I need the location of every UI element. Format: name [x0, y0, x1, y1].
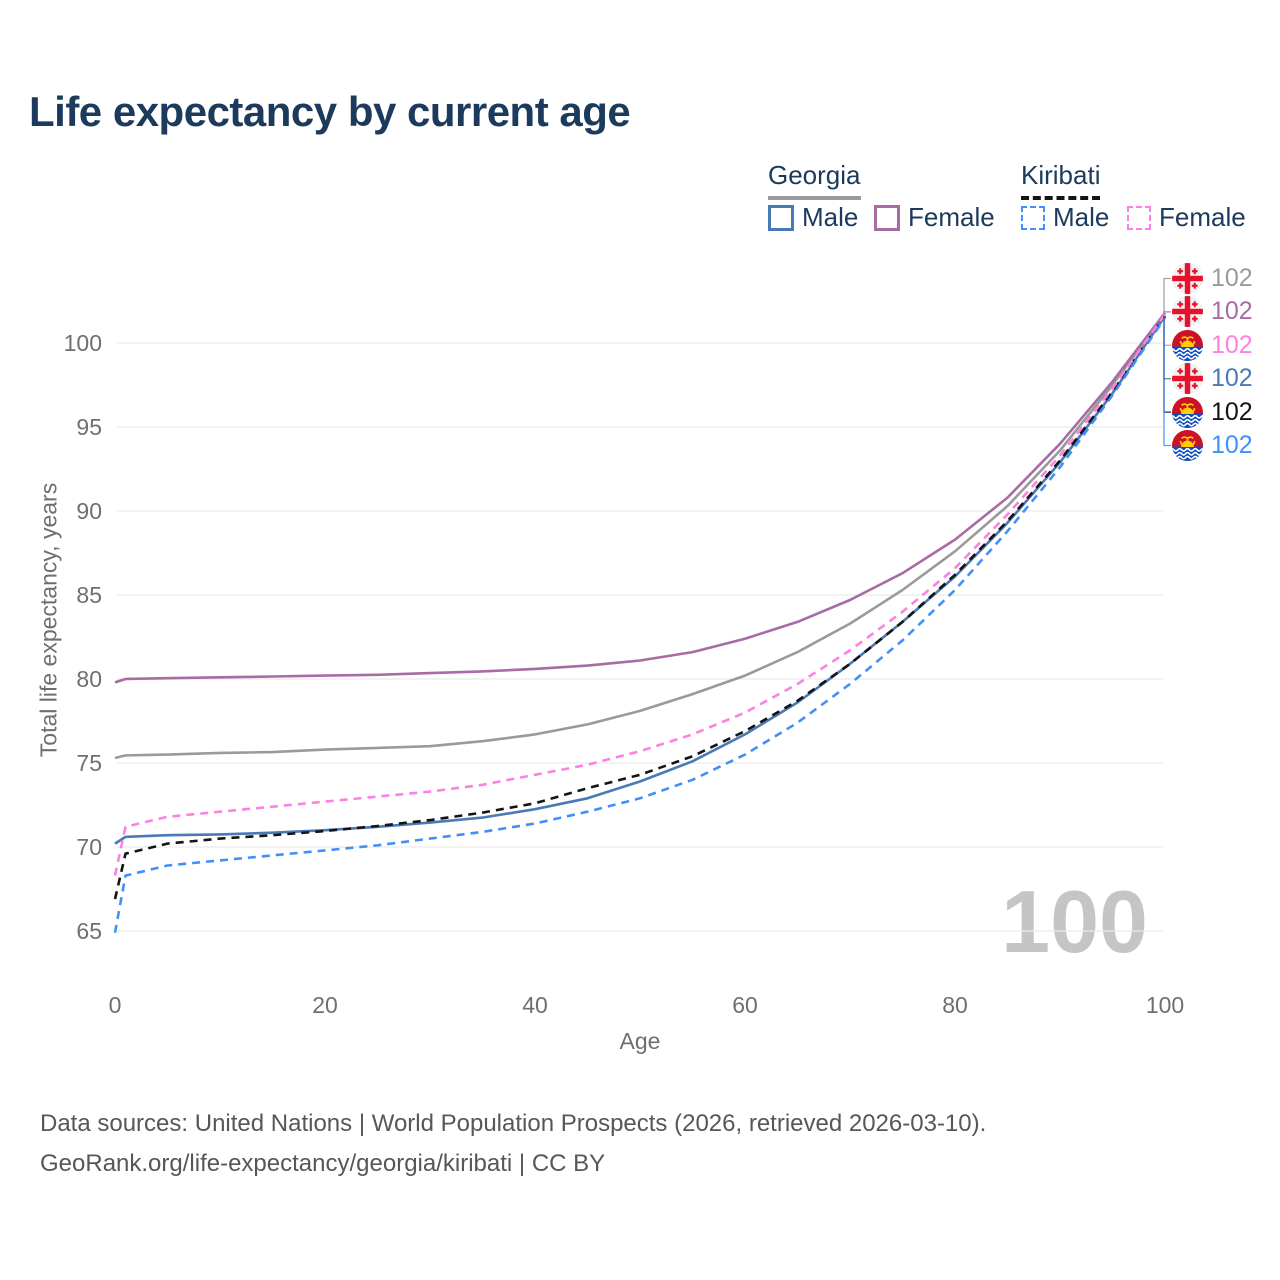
- end-value-label: 102: [1211, 297, 1253, 326]
- x-axis-title: Age: [619, 1028, 661, 1054]
- legend-label-kiribati-male: Male: [1053, 202, 1110, 232]
- end-label-row-kiribati-female: 102: [1172, 329, 1253, 361]
- leader-line: [1163, 277, 1171, 315]
- end-value-label: 102: [1211, 330, 1253, 359]
- legend-label-kiribati-female: Female: [1159, 202, 1246, 232]
- legend-group-georgia: Georgia: [768, 160, 861, 200]
- x-tick-label: 100: [1146, 992, 1184, 1018]
- y-tick-label: 80: [76, 666, 102, 692]
- kiribati-flag-icon: [1172, 329, 1203, 361]
- y-tick-label: 85: [76, 582, 102, 608]
- leader-line: [1163, 316, 1171, 413]
- legend-label-georgia-female: Female: [908, 202, 995, 232]
- series-line-kiribati-both[interactable]: [113, 315, 1167, 900]
- age-watermark: 100: [1001, 872, 1148, 971]
- legend-item-georgia-male[interactable]: Male: [768, 202, 858, 233]
- end-label-row-georgia-male: 102: [1172, 363, 1253, 395]
- end-value-label: 102: [1211, 431, 1253, 459]
- leader-line: [1163, 311, 1171, 313]
- data-sources-line: Data sources: United Nations | World Pop…: [40, 1110, 987, 1137]
- end-label-row-georgia-female: 102: [1172, 296, 1253, 328]
- georgia-flag-icon: [1172, 296, 1203, 328]
- x-tick-label: 60: [732, 992, 758, 1018]
- legend-label-georgia-male: Male: [802, 202, 859, 232]
- series-line-georgia-male[interactable]: [114, 315, 1167, 845]
- georgia-flag-icon: [1172, 263, 1203, 294]
- y-tick-label: 100: [64, 330, 102, 356]
- end-value-label: 102: [1211, 364, 1253, 393]
- legend-group-kiribati: Kiribati: [1021, 160, 1101, 200]
- y-tick-label: 95: [76, 414, 102, 440]
- kiribati-flag-icon: [1172, 396, 1203, 428]
- x-tick-label: 40: [522, 992, 548, 1018]
- end-label-row-georgia-both: 102: [1172, 263, 1253, 294]
- chart-title: Life expectancy by current age: [29, 88, 631, 135]
- end-label-row-kiribati-both: 102: [1172, 396, 1253, 428]
- legend-swatch-kiribati-female-icon: [1127, 205, 1151, 230]
- legend-swatch-georgia-male-icon: [768, 204, 794, 231]
- y-tick-label: 65: [76, 918, 102, 944]
- x-tick-label: 20: [312, 992, 338, 1018]
- y-tick-label: 90: [76, 498, 102, 524]
- legend-item-georgia-female[interactable]: Female: [874, 202, 995, 233]
- legend-swatch-kiribati-male-icon: [1021, 205, 1045, 230]
- x-tick-label: 80: [942, 992, 968, 1018]
- y-tick-label: 75: [76, 750, 102, 776]
- georgia-flag-icon: [1172, 363, 1203, 395]
- kiribati-flag-icon: [1172, 430, 1203, 461]
- series-line-kiribati-male[interactable]: [113, 317, 1167, 933]
- end-value-label: 102: [1211, 264, 1253, 292]
- y-tick-label: 70: [76, 834, 102, 860]
- end-label-row-kiribati-male: 102: [1172, 430, 1253, 461]
- legend-item-kiribati-female[interactable]: Female: [1127, 202, 1246, 233]
- end-value-label: 102: [1211, 397, 1253, 426]
- attribution-line: GeoRank.org/life-expectancy/georgia/kiri…: [40, 1150, 606, 1177]
- x-tick-label: 0: [109, 992, 122, 1018]
- legend-swatch-georgia-female-icon: [874, 204, 900, 231]
- legend-country-georgia[interactable]: Georgia: [768, 160, 861, 200]
- leader-line: [1163, 316, 1171, 380]
- leader-line: [1163, 317, 1171, 447]
- legend-item-kiribati-male[interactable]: Male: [1021, 202, 1109, 233]
- legend-country-kiribati[interactable]: Kiribati: [1021, 160, 1101, 200]
- series-line-kiribati-female[interactable]: [113, 313, 1167, 876]
- chart-footer: Data sources: United Nations | World Pop…: [40, 1104, 986, 1184]
- series-line-georgia-both[interactable]: [114, 313, 1167, 760]
- y-axis-title: Total life expectancy, years: [35, 482, 62, 758]
- series-line-georgia-female[interactable]: [114, 312, 1167, 684]
